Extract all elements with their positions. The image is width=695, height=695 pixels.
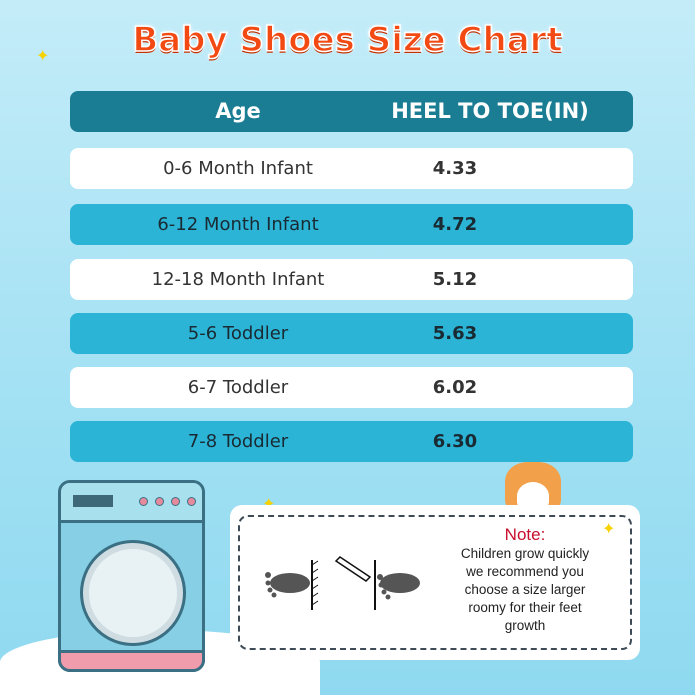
heel-to-toe-cell: 6.30 (432, 431, 478, 452)
age-cell: 12-18 Month Infant (151, 269, 325, 290)
age-cell: 6-7 Toddler (187, 377, 289, 398)
note-box: Note: Children grow quickly we recommend… (230, 505, 640, 660)
note-heading: Note: (504, 525, 546, 544)
table-row: 6-12 Month Infant 4.72 (70, 204, 633, 245)
sparkle-icon: ✦ (602, 519, 616, 538)
note-line: growth (504, 618, 546, 633)
page-title: Baby Shoes Size Chart (132, 19, 564, 61)
header-age: Age (215, 99, 261, 123)
note-text: Children grow quickly we recommend you c… (440, 545, 610, 635)
table-header: Age HEEL TO TOE(IN) (70, 91, 633, 132)
foot-measure-icon (265, 556, 420, 610)
washing-machine-illustration (58, 480, 205, 672)
corgi-illustration (505, 462, 561, 510)
age-cell: 7-8 Toddler (187, 431, 289, 452)
table-row: 7-8 Toddler 6.30 (70, 421, 633, 462)
heel-to-toe-cell: 4.72 (432, 214, 478, 235)
age-cell: 6-12 Month Infant (157, 214, 319, 235)
heel-to-toe-cell: 5.63 (432, 323, 478, 344)
heel-to-toe-cell: 5.12 (432, 269, 478, 290)
sparkle-icon: ✦ (36, 46, 50, 65)
table-row: 12-18 Month Infant 5.12 (70, 259, 633, 300)
heel-to-toe-cell: 4.33 (432, 158, 478, 179)
age-cell: 0-6 Month Infant (163, 158, 313, 179)
table-row: 0-6 Month Infant 4.33 (70, 148, 633, 189)
table-row: 5-6 Toddler 5.63 (70, 313, 633, 354)
heel-to-toe-cell: 6.02 (432, 377, 478, 398)
note-line: roomy for their feet (468, 600, 582, 615)
note-line: we recommend you (466, 564, 584, 579)
header-heel-to-toe: HEEL TO TOE(IN) (391, 99, 589, 123)
table-row: 6-7 Toddler 6.02 (70, 367, 633, 408)
age-cell: 5-6 Toddler (187, 323, 289, 344)
note-line: Children grow quickly (460, 546, 590, 561)
note-line: choose a size larger (464, 582, 586, 597)
